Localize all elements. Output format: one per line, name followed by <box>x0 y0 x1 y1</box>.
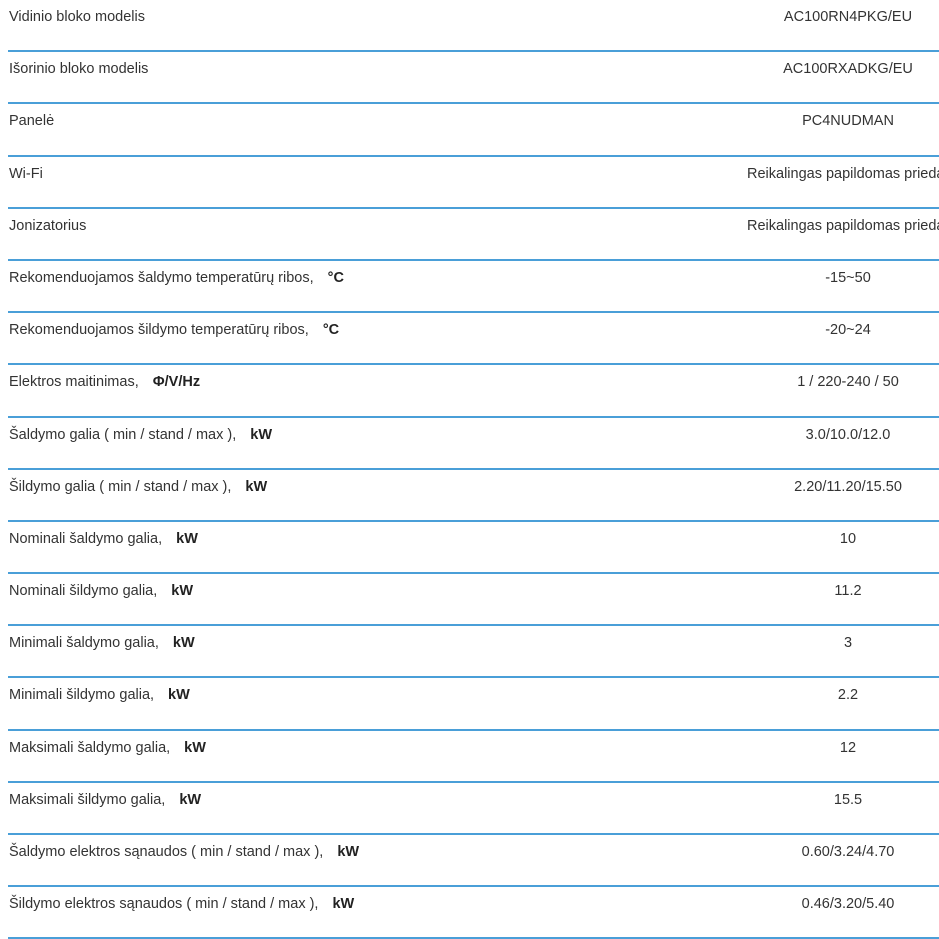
spec-unit: kW <box>172 635 195 652</box>
spec-unit: kW <box>250 426 272 443</box>
spec-row-wifi: Wi-Fi Reikalingas papildomas priedas <box>0 157 939 209</box>
spec-unit: kW <box>245 478 268 495</box>
spec-row-heating-power-consumption: Šildymo elektros sąnaudos ( min / stand … <box>0 887 939 939</box>
spec-value: 3.0/10.0/12.0 <box>805 426 891 443</box>
spec-value: AC100RXADKG/EU <box>783 61 913 78</box>
spec-unit: kW <box>332 896 355 913</box>
spec-unit: kW <box>184 739 206 756</box>
spec-label: Jonizatorius <box>9 217 87 234</box>
spec-unit: kW <box>337 844 360 860</box>
spec-unit: °C <box>322 322 340 339</box>
spec-unit: kW <box>176 530 198 547</box>
spec-value: -20~24 <box>825 322 871 339</box>
spec-label: Nominali šildymo galia, kW <box>9 583 194 600</box>
spec-value: 11.2 <box>834 583 862 600</box>
spec-row-outdoor-model: Išorinio bloko modelis AC100RXADKG/EU <box>0 52 939 105</box>
spec-row-power-supply: Elektros maitinimas, Φ/V/Hz 1 / 220-240 /… <box>0 365 939 418</box>
spec-unit: Φ/V/Hz <box>152 374 201 391</box>
spec-label: Minimali šildymo galia, kW <box>9 687 190 704</box>
spec-label: Maksimali šaldymo galia, kW <box>9 739 206 756</box>
spec-value: Reikalingas papildomas priedas <box>747 165 939 182</box>
spec-row-max-heating: Maksimali šildymo galia, kW 15.5 <box>0 783 939 836</box>
spec-label: Rekomenduojamos šaldymo temperatūrų ribo… <box>9 269 344 286</box>
spec-row-indoor-model: Vidinio bloko modelis AC100RN4PKG/EU <box>0 0 939 53</box>
spec-unit: kW <box>179 791 202 808</box>
spec-row-min-cooling: Minimali šaldymo galia, kW 3 <box>0 626 939 679</box>
spec-value: 0.46/3.20/5.40 <box>801 896 895 913</box>
spec-value: 3 <box>843 635 853 652</box>
spec-label: Šildymo galia ( min / stand / max ), kW <box>9 478 268 495</box>
spec-label: Maksimali šildymo galia, kW <box>9 791 202 808</box>
spec-row-cooling-power-consumption: Šaldymo elektros sąnaudos ( min / stand … <box>0 835 939 888</box>
spec-unit: kW <box>171 583 194 600</box>
spec-value: 1 / 220-240 / 50 <box>797 374 899 391</box>
spec-value: AC100RN4PKG/EU <box>783 9 913 25</box>
spec-label: Vidinio bloko modelis <box>9 9 145 25</box>
spec-label: Šildymo elektros sąnaudos ( min / stand … <box>9 896 355 913</box>
spec-label: Minimali šaldymo galia, kW <box>9 635 195 652</box>
spec-row-nominal-heating: Nominali šildymo galia, kW 11.2 <box>0 574 939 627</box>
spec-label: Rekomenduojamos šildymo temperatūrų ribo… <box>9 322 340 339</box>
spec-row-heating-temp-range: Rekomenduojamos šildymo temperatūrų ribo… <box>0 313 939 366</box>
spec-row-max-cooling: Maksimali šaldymo galia, kW 12 <box>0 731 939 784</box>
spec-row-nominal-cooling: Nominali šaldymo galia, kW 10 <box>0 522 939 575</box>
spec-value: 15.5 <box>833 791 863 808</box>
spec-value: 2.2 <box>837 687 859 704</box>
spec-unit: kW <box>168 687 190 704</box>
spec-value: 2.20/11.20/15.50 <box>794 478 902 495</box>
spec-label: Wi-Fi <box>9 165 43 182</box>
spec-value: -15~50 <box>825 269 871 286</box>
spec-label: Šaldymo galia ( min / stand / max ), kW <box>9 426 272 443</box>
spec-row-ionizer: Jonizatorius Reikalingas papildomas prie… <box>0 209 939 262</box>
spec-value: PC4NUDMAN <box>802 113 894 130</box>
spec-label: Šaldymo elektros sąnaudos ( min / stand … <box>9 844 360 860</box>
spec-row-panel: Panelė PC4NUDMAN <box>0 104 939 157</box>
spec-row-cooling-temp-range: Rekomenduojamos šaldymo temperatūrų ribo… <box>0 261 939 314</box>
spec-value: 12 <box>839 739 857 756</box>
spec-label: Nominali šaldymo galia, kW <box>9 530 198 547</box>
spec-row-heating-capacity: Šildymo galia ( min / stand / max ), kW 2… <box>0 470 939 523</box>
spec-value: 10 <box>839 530 857 547</box>
spec-row-cooling-capacity: Šaldymo galia ( min / stand / max ), kW 3… <box>0 418 939 470</box>
spec-row-min-heating: Minimali šildymo galia, kW 2.2 <box>0 678 939 731</box>
spec-value: 0.60/3.24/4.70 <box>801 844 895 860</box>
spec-label: Išorinio bloko modelis <box>9 61 149 78</box>
spec-label: Elektros maitinimas, Φ/V/Hz <box>9 374 201 391</box>
spec-unit: °C <box>327 269 344 286</box>
spec-label: Panelė <box>9 113 55 130</box>
spec-value: Reikalingas papildomas priedas <box>747 217 939 234</box>
